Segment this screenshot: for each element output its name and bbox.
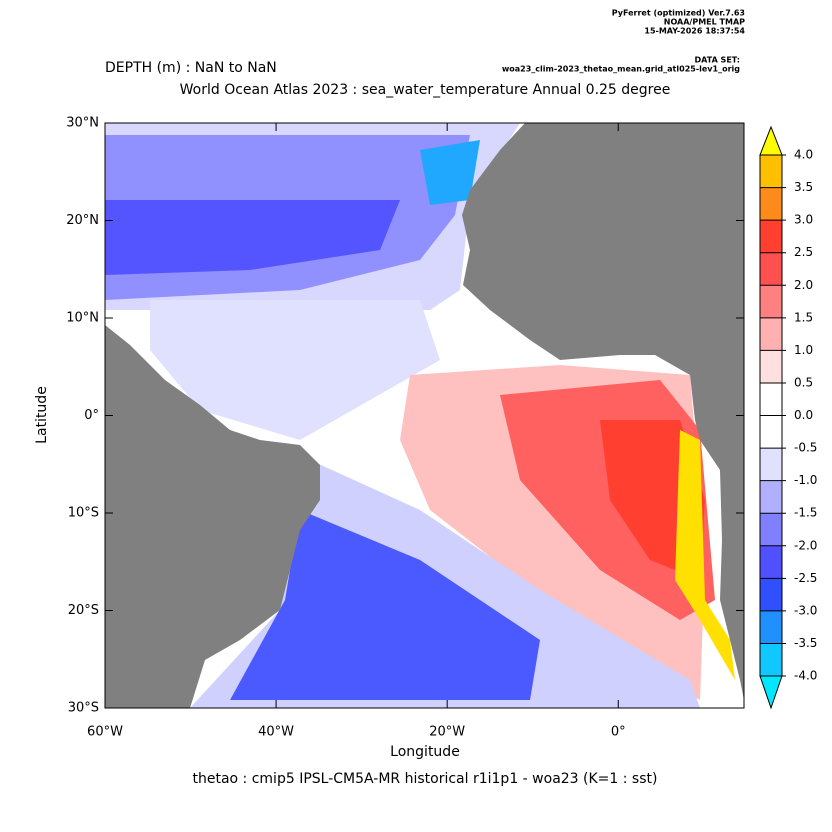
colorbar-label: -4.0 — [794, 669, 817, 683]
y-tick-label: 30°S — [68, 701, 99, 716]
x-tick-label: 20°W — [429, 725, 465, 740]
field-area — [150, 300, 440, 440]
colorbar-label: -3.5 — [794, 636, 817, 650]
dataset-label: DATA SET: — [695, 56, 740, 65]
header-line: PyFerret (optimized) Ver.7.63 — [612, 9, 745, 18]
y-axis-label: Latitude — [34, 386, 50, 444]
y-tick-label: 30°N — [66, 116, 99, 131]
colorbar-band — [760, 155, 782, 188]
colorbar-label: -0.5 — [794, 441, 817, 455]
header-line: 15-MAY-2026 18:37:54 — [644, 27, 745, 36]
colorbar-band — [760, 415, 782, 449]
colorbar-band — [760, 285, 782, 318]
colorbar-under — [759, 675, 783, 710]
colorbar-band — [760, 187, 782, 221]
land — [462, 123, 744, 700]
colorbar-label: 2.5 — [794, 245, 813, 259]
y-tick-label: 20°S — [68, 603, 99, 618]
x-axis-label: Longitude — [390, 744, 460, 760]
colorbar-band — [760, 513, 782, 546]
colorbar-band — [760, 350, 782, 383]
colorbar-label: 4.0 — [794, 148, 813, 162]
colorbar-band — [760, 382, 782, 416]
colorbar-band — [760, 220, 782, 253]
colorbar-band — [760, 317, 782, 351]
colorbar-label: 1.5 — [794, 310, 813, 324]
colorbar-over — [759, 125, 783, 156]
colorbar-label: 2.0 — [794, 278, 813, 292]
caption: thetao : cmip5 IPSL-CM5A-MR historical r… — [193, 771, 658, 787]
header-line: NOAA/PMEL TMAP — [664, 18, 745, 27]
field-area — [675, 430, 735, 680]
colorbar-band — [760, 643, 782, 676]
colorbar-band — [760, 545, 782, 579]
map-field — [105, 123, 744, 708]
colorbar-band — [760, 578, 782, 611]
y-tick-label: 0° — [84, 408, 99, 423]
colorbar-label: 0.5 — [794, 375, 813, 389]
field-area — [105, 200, 400, 275]
colorbar-band — [760, 610, 782, 644]
field-area — [420, 140, 480, 205]
colorbar-label: 3.0 — [794, 213, 813, 227]
colorbar-label: -2.0 — [794, 538, 817, 552]
y-tick-label: 20°N — [66, 213, 99, 228]
dataset-name: woa23_clim-2023_thetao_mean.grid_atl025-… — [502, 65, 740, 74]
colorbar-label: -3.0 — [794, 603, 817, 617]
colorbar-label: -2.5 — [794, 571, 817, 585]
y-tick-label: 10°N — [66, 311, 99, 326]
field-area — [230, 510, 540, 700]
colorbar-band — [760, 252, 782, 286]
colorbar-label: -1.0 — [794, 473, 817, 487]
subtitle: DEPTH (m) : NaN to NaN — [105, 60, 277, 76]
y-tick-label: 10°S — [68, 506, 99, 521]
x-tick-label: 60°W — [87, 725, 123, 740]
colorbar-band — [760, 448, 782, 481]
colorbar-label: 1.0 — [794, 343, 813, 357]
title: World Ocean Atlas 2023 : sea_water_tempe… — [180, 82, 671, 98]
colorbar-band — [760, 480, 782, 514]
x-tick-label: 40°W — [258, 725, 294, 740]
x-tick-label: 0° — [611, 725, 626, 740]
colorbar-label: 3.5 — [794, 180, 813, 194]
colorbar-label: 0.0 — [794, 408, 813, 422]
colorbar-label: -1.5 — [794, 506, 817, 520]
land — [105, 325, 320, 708]
